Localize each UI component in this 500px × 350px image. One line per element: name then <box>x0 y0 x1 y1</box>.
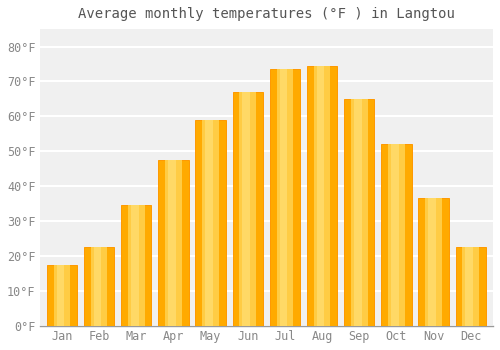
Bar <box>466 247 473 326</box>
Bar <box>158 160 188 326</box>
Bar <box>121 205 152 326</box>
Bar <box>56 265 64 326</box>
Bar <box>462 247 479 326</box>
Bar <box>418 198 449 326</box>
Bar <box>232 92 263 326</box>
Bar <box>205 120 213 326</box>
Bar <box>131 205 138 326</box>
Bar <box>280 69 287 326</box>
Bar <box>425 198 442 326</box>
Bar <box>351 99 368 326</box>
Bar <box>242 92 250 326</box>
Bar <box>90 247 108 326</box>
Bar <box>270 69 300 326</box>
Bar <box>314 66 330 326</box>
Bar <box>94 247 102 326</box>
Bar <box>168 160 175 326</box>
Bar <box>388 144 405 326</box>
Bar <box>202 120 219 326</box>
Bar <box>354 99 362 326</box>
Title: Average monthly temperatures (°F ) in Langtou: Average monthly temperatures (°F ) in La… <box>78 7 455 21</box>
Bar <box>307 66 338 326</box>
Bar <box>391 144 398 326</box>
Bar <box>428 198 436 326</box>
Bar <box>128 205 144 326</box>
Bar <box>84 247 114 326</box>
Bar <box>46 265 77 326</box>
Bar <box>276 69 293 326</box>
Bar <box>381 144 412 326</box>
Bar <box>240 92 256 326</box>
Bar <box>344 99 374 326</box>
Bar <box>317 66 324 326</box>
Bar <box>54 265 70 326</box>
Bar <box>165 160 182 326</box>
Bar <box>456 247 486 326</box>
Bar <box>196 120 226 326</box>
